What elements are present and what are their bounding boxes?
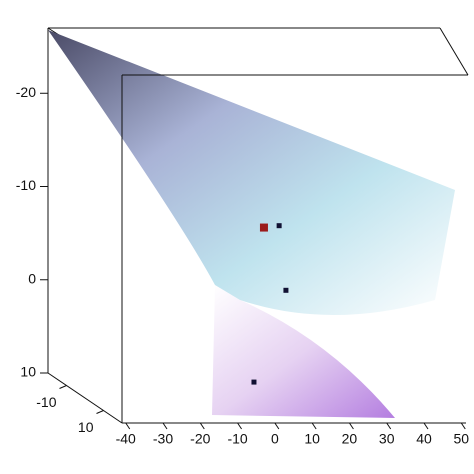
data-point xyxy=(259,223,268,232)
y-tick-label: -10 xyxy=(36,394,56,410)
x-tick xyxy=(386,422,392,430)
x-tick xyxy=(423,422,429,430)
x-tick xyxy=(199,422,205,430)
x-tick-label: 20 xyxy=(342,431,358,447)
x-tick-label: 30 xyxy=(379,431,395,447)
y-tick xyxy=(96,410,104,414)
x-tick xyxy=(237,422,242,430)
y-tick-label: 10 xyxy=(78,419,94,435)
box-front xyxy=(121,74,468,424)
x-tick xyxy=(125,422,131,430)
x-tick-label: -20 xyxy=(190,431,210,447)
x-tick-label: 40 xyxy=(416,431,432,447)
x-tick-label: 0 xyxy=(271,431,279,447)
x-tick-label: 50 xyxy=(453,431,469,447)
z-tick-label: -10 xyxy=(16,177,36,193)
z-tick-label: 0 xyxy=(28,270,36,286)
z-tick-label: -20 xyxy=(16,84,36,100)
surface-tube xyxy=(212,285,395,418)
x-tick-label: -10 xyxy=(227,431,247,447)
data-point xyxy=(251,379,257,385)
surface-sheet xyxy=(48,30,455,315)
y-tick xyxy=(59,385,67,389)
x-tick xyxy=(460,422,466,430)
x-tick-label: -40 xyxy=(116,431,136,447)
x-tick xyxy=(349,422,354,430)
x-tick xyxy=(311,422,317,430)
data-point xyxy=(276,223,282,229)
x-tick-label: -30 xyxy=(153,431,173,447)
z-tick-label: 10 xyxy=(20,364,36,380)
x-tick xyxy=(274,422,280,430)
data-point xyxy=(283,287,289,293)
x-tick xyxy=(162,422,168,430)
x-tick-label: 10 xyxy=(304,431,320,447)
